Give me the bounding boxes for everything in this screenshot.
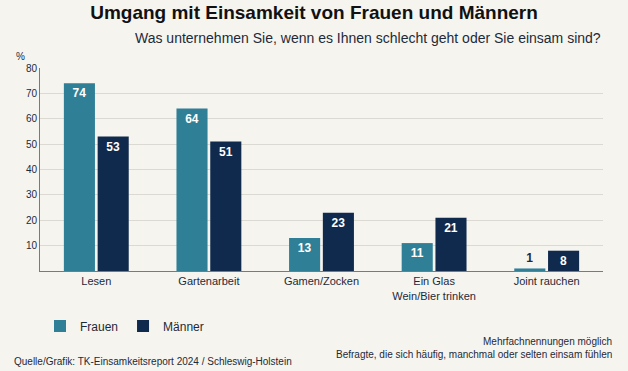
svg-text:80: 80 <box>26 63 38 74</box>
svg-text:20: 20 <box>26 215 38 226</box>
svg-text:Befragte, die sich häufig, man: Befragte, die sich häufig, manchmal oder… <box>336 349 612 360</box>
svg-text:Gamen/Zocken: Gamen/Zocken <box>284 275 359 287</box>
svg-text:74: 74 <box>73 86 87 100</box>
svg-text:60: 60 <box>26 113 38 124</box>
svg-text:21: 21 <box>444 221 458 235</box>
svg-text:23: 23 <box>332 216 346 230</box>
svg-text:Ein GlasWein/Bier trinken: Ein GlasWein/Bier trinken <box>392 275 476 301</box>
svg-text:40: 40 <box>26 164 38 175</box>
svg-text:%: % <box>16 51 25 62</box>
svg-text:50: 50 <box>26 139 38 150</box>
svg-text:1: 1 <box>526 251 533 265</box>
svg-text:53: 53 <box>106 140 120 154</box>
svg-text:64: 64 <box>185 112 199 126</box>
svg-text:10: 10 <box>26 240 38 251</box>
svg-text:Männer: Männer <box>163 320 204 334</box>
svg-text:Umgang mit Einsamkeit von Frau: Umgang mit Einsamkeit von Frauen und Män… <box>90 2 538 23</box>
svg-text:70: 70 <box>26 88 38 99</box>
svg-text:51: 51 <box>219 145 233 159</box>
svg-text:13: 13 <box>298 241 312 255</box>
svg-text:Lesen: Lesen <box>81 275 111 287</box>
svg-text:8: 8 <box>560 254 567 268</box>
svg-text:30: 30 <box>26 189 38 200</box>
svg-text:11: 11 <box>411 246 424 260</box>
svg-text:Was unternehmen Sie, wenn es I: Was unternehmen Sie, wenn es Ihnen schle… <box>135 30 601 46</box>
svg-text:Gartenarbeit: Gartenarbeit <box>178 275 239 287</box>
svg-text:Frauen: Frauen <box>80 320 118 334</box>
svg-text:Joint rauchen: Joint rauchen <box>514 275 580 287</box>
svg-text:Mehrfachnennungen möglich: Mehrfachnennungen möglich <box>483 336 612 347</box>
svg-text:Quelle/Grafik: TK-Einsamkeitsr: Quelle/Grafik: TK-Einsamkeitsreport 2024… <box>14 356 292 367</box>
